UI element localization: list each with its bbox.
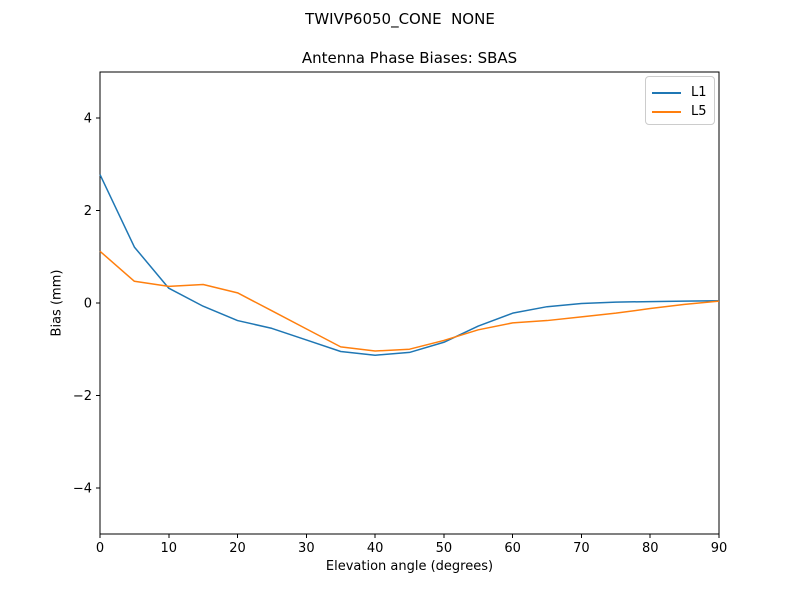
x-tick-label: 80	[642, 541, 659, 556]
x-tick-label: 40	[367, 541, 384, 556]
x-axis-label: Elevation angle (degrees)	[325, 559, 494, 574]
x-tick-label: 20	[229, 541, 246, 556]
x-tick-label: 70	[573, 541, 590, 556]
y-tick-label: 0	[84, 297, 92, 312]
y-tick-label: 4	[84, 112, 92, 127]
line-l1	[99, 174, 720, 356]
legend-item-l5: L5	[652, 102, 714, 121]
legend-item-l1: L1	[652, 83, 714, 102]
figure-suptitle: TWIVP6050_CONE NONE	[305, 10, 495, 28]
plot-spines	[99, 71, 720, 535]
y-tick-label: 2	[84, 204, 92, 219]
x-tick-label: 90	[711, 541, 728, 556]
x-tick-label: 30	[298, 541, 315, 556]
y-axis-label: Bias (mm)	[49, 269, 65, 337]
x-tick-label: 0	[96, 541, 104, 556]
legend-line-swatch-l5	[652, 110, 681, 113]
x-tick-label: 10	[161, 541, 178, 556]
legend: L1 L5	[645, 76, 715, 125]
y-tick-label: −4	[73, 481, 92, 496]
x-tick-label: 60	[504, 541, 521, 556]
legend-label-l5: L5	[691, 104, 707, 119]
legend-label-l1: L1	[691, 85, 707, 100]
legend-line-swatch-l1	[652, 91, 681, 94]
line-l5	[99, 250, 720, 352]
x-tick-label: 50	[436, 541, 453, 556]
y-tick-label: −2	[73, 389, 92, 404]
axes-title: Antenna Phase Biases: SBAS	[301, 49, 518, 67]
